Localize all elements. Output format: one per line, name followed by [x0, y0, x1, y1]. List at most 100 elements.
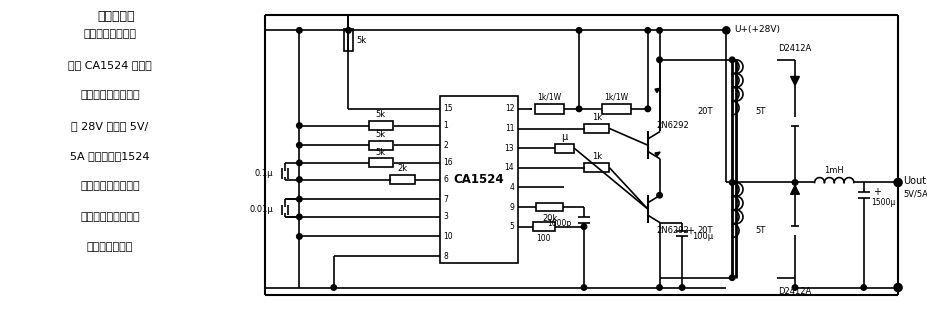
Text: 1mH: 1mH — [824, 166, 844, 175]
Circle shape — [730, 57, 735, 63]
Bar — [369, 141, 393, 150]
Circle shape — [657, 28, 662, 33]
Text: D2412A: D2412A — [779, 44, 812, 53]
Text: 1500μ: 1500μ — [871, 197, 895, 207]
Text: 2: 2 — [444, 141, 449, 150]
Text: +: + — [873, 187, 882, 197]
Circle shape — [581, 285, 587, 290]
Text: 11: 11 — [505, 124, 514, 133]
Text: CA1524: CA1524 — [453, 173, 504, 186]
Text: 1k: 1k — [591, 113, 602, 122]
Polygon shape — [655, 152, 660, 156]
Text: 16: 16 — [444, 158, 453, 167]
Text: 电路 CA1524 和晶体: 电路 CA1524 和晶体 — [68, 60, 152, 70]
Text: D2412A: D2412A — [779, 287, 812, 296]
Circle shape — [581, 224, 587, 230]
Circle shape — [895, 284, 902, 291]
Text: 5k: 5k — [375, 110, 386, 119]
Text: 5: 5 — [510, 222, 514, 231]
Bar — [369, 121, 393, 130]
Text: 内部将振荡频率二分: 内部将振荡频率二分 — [80, 181, 140, 191]
Text: 5T: 5T — [756, 225, 766, 234]
Text: μ: μ — [561, 132, 567, 142]
Text: 5k: 5k — [375, 130, 386, 139]
Circle shape — [297, 142, 302, 148]
Bar — [369, 158, 393, 167]
Bar — [344, 29, 353, 51]
Circle shape — [657, 285, 662, 290]
Text: 20T: 20T — [697, 107, 713, 116]
Text: 0.1μ: 0.1μ — [254, 169, 273, 178]
Text: 1000p: 1000p — [547, 219, 571, 228]
Text: 20T: 20T — [697, 225, 713, 234]
Text: 5A 直流电源。1524: 5A 直流电源。1524 — [70, 151, 149, 161]
Text: 2N6292: 2N6292 — [656, 121, 689, 130]
Text: 2N6292: 2N6292 — [656, 226, 689, 235]
Circle shape — [730, 275, 735, 281]
Text: 10: 10 — [444, 232, 453, 241]
Circle shape — [657, 57, 662, 63]
Circle shape — [297, 234, 302, 239]
Circle shape — [723, 27, 730, 34]
Circle shape — [645, 106, 651, 112]
Text: 频，其输出频率为振: 频，其输出频率为振 — [80, 212, 140, 222]
Text: 3: 3 — [444, 212, 449, 221]
Text: 100μ: 100μ — [692, 232, 713, 241]
Text: 1k/1W: 1k/1W — [604, 93, 629, 102]
Bar — [584, 124, 609, 133]
Bar — [554, 144, 574, 153]
Circle shape — [346, 28, 351, 33]
Text: 0.01μ: 0.01μ — [249, 206, 273, 215]
Text: +: + — [686, 225, 694, 236]
Text: 5k: 5k — [375, 147, 386, 156]
Circle shape — [679, 285, 685, 290]
Text: 8: 8 — [444, 252, 449, 261]
Text: 将 28V 转换成 5V/: 将 28V 转换成 5V/ — [71, 121, 148, 131]
Circle shape — [297, 197, 302, 202]
Text: 管推挽输出电路，可: 管推挽输出电路，可 — [80, 90, 140, 100]
Text: 1k: 1k — [591, 152, 602, 161]
Text: 荡频率的一半。: 荡频率的一半。 — [87, 242, 133, 252]
Circle shape — [645, 28, 651, 33]
Text: 9: 9 — [510, 202, 514, 211]
Circle shape — [793, 180, 798, 185]
Text: 5T: 5T — [756, 107, 766, 116]
Bar — [439, 96, 518, 263]
Text: 5V/5A: 5V/5A — [903, 190, 927, 199]
Text: Uout: Uout — [903, 175, 926, 186]
Circle shape — [577, 28, 582, 33]
Circle shape — [297, 160, 302, 166]
Bar — [536, 202, 564, 211]
Circle shape — [297, 177, 302, 182]
Bar — [535, 104, 565, 114]
Text: 13: 13 — [504, 144, 514, 153]
Circle shape — [331, 285, 337, 290]
Text: 4: 4 — [510, 183, 514, 192]
Polygon shape — [791, 185, 799, 194]
Text: 100: 100 — [537, 234, 551, 243]
Text: 1: 1 — [444, 121, 449, 130]
Text: 推挽转换器: 推挽转换器 — [97, 10, 134, 23]
Circle shape — [895, 179, 902, 186]
Text: 1k/1W: 1k/1W — [538, 93, 562, 102]
Text: 7: 7 — [444, 195, 449, 204]
Bar — [533, 222, 554, 231]
Circle shape — [730, 180, 735, 185]
Circle shape — [861, 285, 867, 290]
Text: U+(+28V): U+(+28V) — [734, 25, 781, 34]
Bar — [602, 104, 631, 114]
Circle shape — [724, 28, 729, 33]
Polygon shape — [791, 77, 799, 85]
Circle shape — [297, 214, 302, 220]
Text: 20k: 20k — [542, 214, 557, 223]
Circle shape — [297, 28, 302, 33]
Circle shape — [297, 123, 302, 128]
Text: 5k: 5k — [356, 36, 366, 45]
Circle shape — [793, 285, 798, 290]
Circle shape — [657, 193, 662, 198]
Text: 14: 14 — [504, 163, 514, 172]
Text: 12: 12 — [505, 104, 514, 114]
Text: 6: 6 — [444, 175, 449, 184]
Text: 利用脉宽调制集成: 利用脉宽调制集成 — [83, 29, 136, 39]
Polygon shape — [655, 88, 660, 92]
